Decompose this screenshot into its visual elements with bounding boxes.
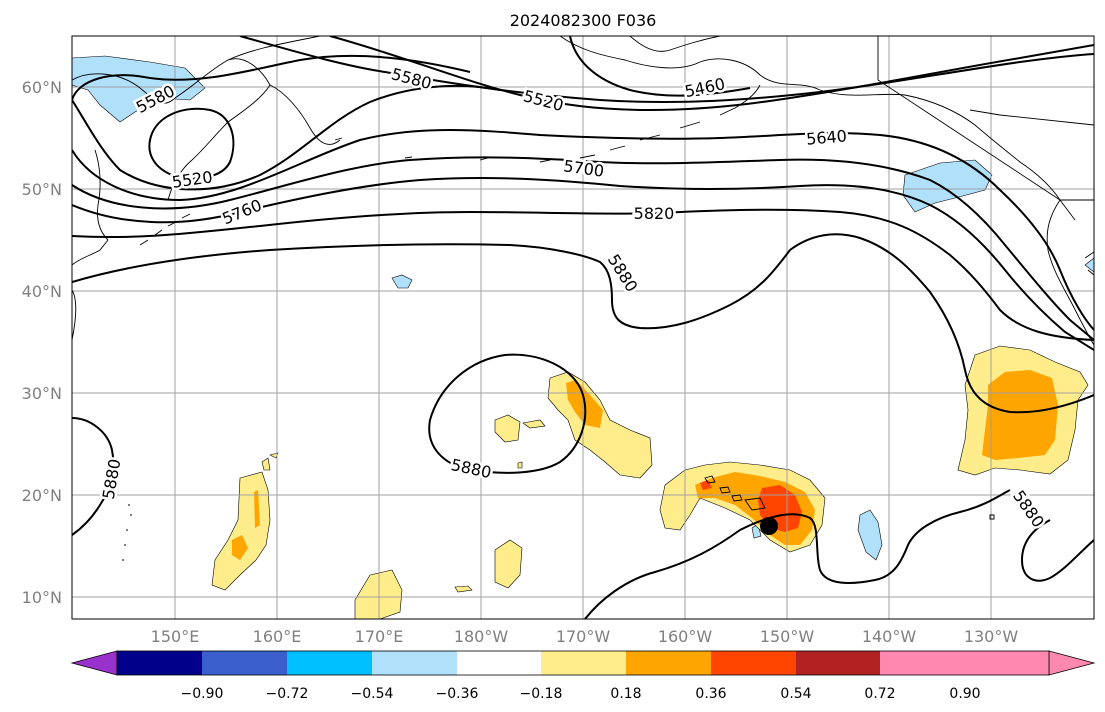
colorbar-tick-1: −0.72: [266, 686, 309, 702]
lat-label-50n: 50°N: [22, 180, 62, 199]
coast-japan: [72, 239, 109, 341]
lon-label-150e: 150°E: [151, 627, 200, 646]
coast-hawaii-3: [731, 494, 743, 502]
contour-5580-north: [239, 36, 1094, 103]
lon-label-130w: 130°W: [964, 627, 1019, 646]
colorbar-tick-6: 0.36: [695, 686, 726, 702]
yellow-patch-south-2: [494, 539, 523, 589]
coast-aleutians: [334, 107, 736, 163]
height-contours: [72, 36, 1094, 619]
map-panel: 5580 5580 5520 5520 5460 5640 5700 5760 …: [72, 36, 1094, 619]
lat-label-30n: 30°N: [22, 384, 62, 403]
coast-alaska: [559, 36, 1076, 221]
coast-kurils: [139, 213, 191, 246]
storm-center-marker: [760, 517, 778, 535]
contour-5640: [72, 129, 1094, 331]
colorbar-segment-8: [796, 651, 880, 675]
colorbar-segment-10: [965, 651, 1049, 675]
yellow-patch-small-4: [517, 461, 523, 469]
blue-patch-okhotsk: [72, 55, 206, 123]
colorbar-outline: [116, 650, 1050, 676]
colorbar-segment-9: [880, 651, 965, 675]
contour-5880-south: [584, 489, 1011, 619]
coast-islet-1: [989, 514, 995, 520]
contour-5580-ring: [72, 54, 471, 101]
lon-label-170e: 170°E: [355, 627, 404, 646]
longitude-labels: 150°E 160°E 170°E 180°W 170°W 160°W 150°…: [151, 627, 1019, 646]
colorbar-segment-5: [541, 651, 626, 675]
coast-hawaii-1: [704, 475, 716, 484]
lat-label-60n: 60°N: [22, 78, 62, 97]
colorbar-segment-3: [372, 651, 457, 675]
contour-5820: [72, 208, 1094, 341]
contour-5880-upper: [72, 233, 1094, 414]
yellow-patch-west-2: [261, 457, 271, 471]
colorbar-tick-5: 0.18: [610, 686, 641, 702]
coast-sakhalin: [94, 149, 109, 241]
coast-bering-north: [629, 36, 721, 52]
colorbar-tick-3: −0.36: [436, 686, 479, 702]
latitude-labels: 60°N 50°N 40°N 30°N 20°N 10°N: [22, 78, 62, 607]
coast-bc: [1046, 199, 1094, 346]
blue-patch-east-edge: [1084, 257, 1094, 273]
colorbar-tick-2: −0.54: [351, 686, 394, 702]
map-frame: [71, 35, 1095, 620]
coast-islands-east: [1084, 251, 1094, 276]
colorbar-extend-left: [70, 650, 118, 676]
colorbar-tick-0: −0.90: [181, 686, 224, 702]
gridlines: [72, 36, 1094, 619]
colorbar-tick-8: 0.72: [864, 686, 895, 702]
contour-5880-southeast: [1020, 519, 1094, 582]
orange-patch-east: [982, 370, 1058, 460]
contour-5880-west: [72, 417, 115, 536]
contour-5880-closed: [428, 353, 587, 474]
map-title: 2024082300 F036: [510, 11, 657, 30]
colorbar-tick-9: 0.90: [949, 686, 980, 702]
lon-label-170w: 170°W: [556, 627, 611, 646]
contour-5520-north: [329, 36, 1094, 112]
coast-okhotsk-north: [227, 36, 321, 61]
lon-label-160e: 160°E: [253, 627, 302, 646]
contour-5580-west: [72, 84, 501, 191]
colorbar-segment-1: [202, 651, 287, 675]
lon-label-160w: 160°W: [658, 627, 713, 646]
lat-label-40n: 40°N: [22, 282, 62, 301]
yellow-patch-small-1: [494, 414, 521, 443]
label-5820: 5820: [634, 204, 675, 223]
coast-kamchatka: [72, 58, 271, 201]
lat-label-20n: 20°N: [22, 486, 62, 505]
contour-5700: [72, 156, 1094, 341]
coast-islets-west: [122, 504, 132, 561]
coast-hawaii-4: [744, 497, 766, 511]
yellow-patch-small-3: [454, 585, 473, 593]
coast-kamchatka-east: [269, 84, 341, 145]
orange-patch-west: [232, 535, 248, 560]
lat-label-10n: 10°N: [22, 588, 62, 607]
blue-patch-south-1: [857, 509, 883, 561]
colorbar-tick-7: 0.54: [780, 686, 811, 702]
blue-patch-small-north: [391, 274, 413, 289]
lon-label-180w: 180°W: [454, 627, 509, 646]
blue-patch-gulf-alaska: [902, 159, 993, 213]
colorbar-extend-right: [1048, 650, 1096, 676]
colorbar-segment-4: [457, 651, 541, 675]
colorbar: −0.90 −0.72 −0.54 −0.36 −0.18 0.18 0.36 …: [70, 650, 1096, 702]
coast-hawaii-2: [719, 486, 731, 494]
coast-canada-mainland: [969, 109, 1094, 201]
lon-label-140w: 140°W: [862, 627, 917, 646]
coast-canada-border: [877, 36, 1061, 201]
colorbar-segment-0: [117, 651, 202, 675]
colorbar-tick-4: −0.18: [520, 686, 563, 702]
label-5640: 5640: [805, 126, 847, 148]
contour-5760: [72, 176, 1094, 351]
colorbar-segment-7: [711, 651, 796, 675]
lon-label-150w: 150°W: [760, 627, 815, 646]
colorbar-segment-6: [626, 651, 711, 675]
contour-5520-low-closed: [148, 107, 235, 180]
contour-5460: [569, 36, 751, 97]
yellow-patch-small-2: [522, 419, 546, 429]
colorbar-segment-2: [287, 651, 372, 675]
orange-patch-west-thin: [254, 490, 260, 528]
